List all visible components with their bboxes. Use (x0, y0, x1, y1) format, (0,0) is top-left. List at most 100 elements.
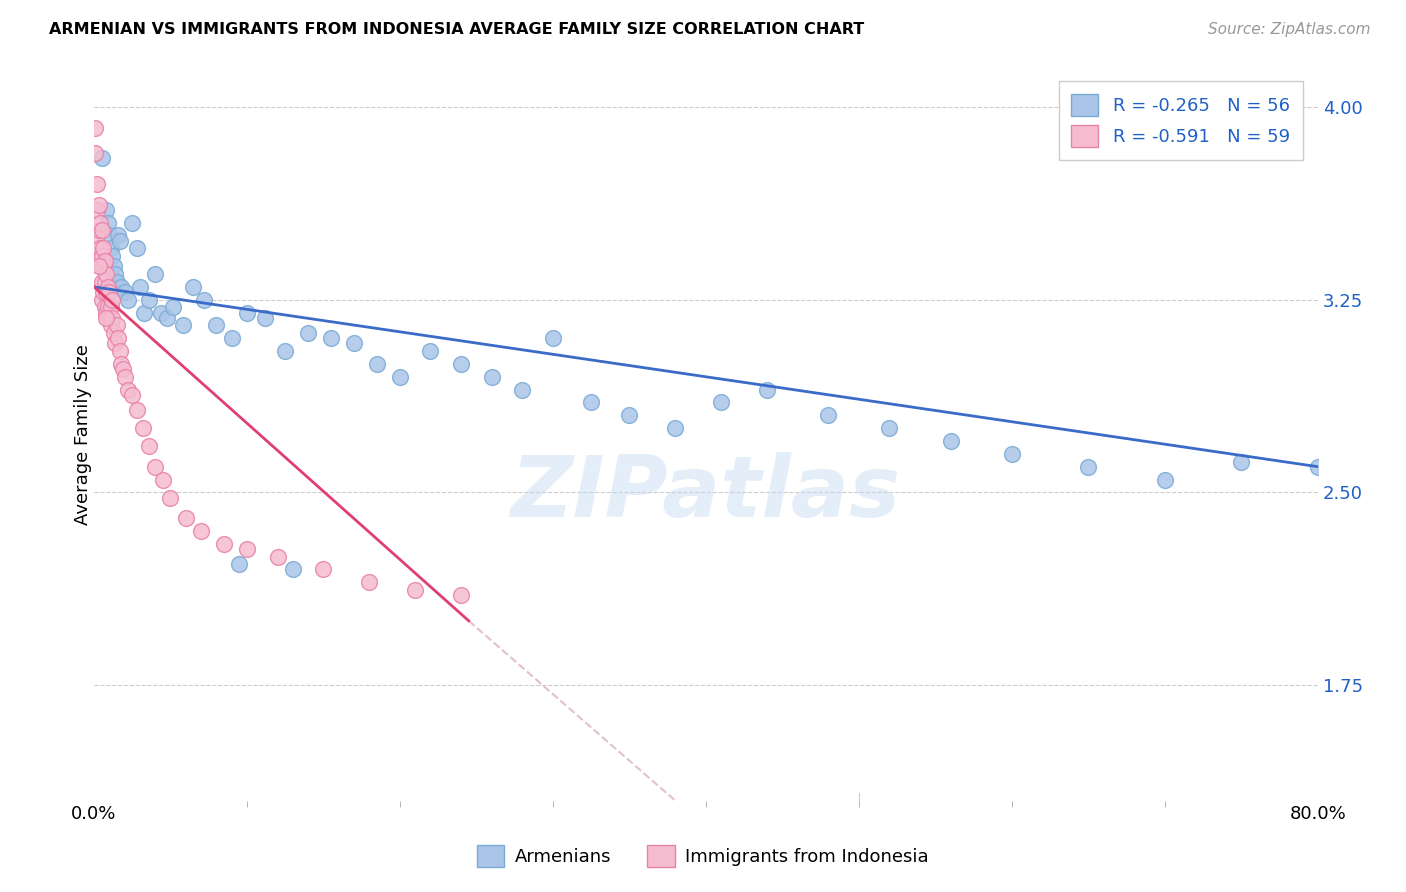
Point (579, 395, 602, 409)
Y-axis label: Average Family Size: Average Family Size (75, 344, 91, 525)
Point (101, 293, 124, 307)
Point (756, 383, 779, 397)
Point (710, 395, 733, 409)
Point (404, 582, 426, 597)
Point (450, 588, 472, 602)
Point (103, 260, 125, 274)
Point (510, 383, 533, 397)
Point (84, 146, 107, 161)
Point (104, 336, 127, 351)
Point (297, 326, 319, 340)
Point (281, 562, 304, 576)
Point (159, 491, 181, 505)
Point (91, 241, 114, 255)
Point (97, 301, 120, 315)
Point (100, 301, 122, 315)
Point (221, 331, 243, 345)
Point (111, 362, 134, 376)
Point (90, 249, 112, 263)
Point (86, 202, 108, 217)
Point (98, 310, 121, 325)
Point (541, 331, 564, 345)
Point (125, 241, 148, 255)
Point (1077, 459, 1099, 474)
Point (90, 275, 112, 289)
Point (134, 305, 156, 319)
Point (104, 267, 127, 281)
Point (96, 310, 118, 325)
Point (172, 318, 194, 333)
Point (619, 409, 641, 423)
Point (87, 223, 110, 237)
Point (90, 293, 112, 307)
Point (117, 293, 139, 307)
Point (128, 280, 150, 294)
Point (108, 234, 131, 248)
Point (110, 280, 132, 294)
Point (343, 336, 366, 351)
Point (481, 369, 503, 384)
Point (319, 331, 342, 345)
Point (89, 241, 111, 255)
Point (91, 260, 114, 274)
Point (105, 318, 128, 333)
Point (89, 260, 111, 274)
Point (1153, 473, 1175, 487)
Point (96, 285, 118, 299)
Text: ARMENIAN VS IMMIGRANTS FROM INDONESIA AVERAGE FAMILY SIZE CORRELATION CHART: ARMENIAN VS IMMIGRANTS FROM INDONESIA AV… (49, 22, 865, 37)
Point (93, 301, 115, 315)
Point (143, 459, 166, 474)
Point (388, 369, 411, 384)
Point (96, 305, 118, 319)
Point (90, 223, 112, 237)
Point (93, 275, 115, 289)
Point (190, 524, 212, 538)
Point (110, 357, 132, 371)
Point (205, 318, 228, 333)
Point (254, 310, 277, 325)
Point (879, 421, 901, 435)
Point (100, 241, 122, 255)
Point (121, 216, 143, 230)
Point (312, 562, 335, 576)
Point (117, 383, 139, 397)
Point (664, 421, 686, 435)
Point (87, 197, 110, 211)
Point (114, 285, 136, 299)
Point (939, 434, 962, 448)
Point (143, 267, 166, 281)
Point (101, 249, 124, 263)
Legend: Armenians, Immigrants from Indonesia: Armenians, Immigrants from Indonesia (470, 838, 936, 874)
Point (121, 388, 143, 402)
Point (152, 473, 174, 487)
Point (96, 202, 118, 217)
Point (1306, 459, 1329, 474)
Point (107, 331, 129, 345)
Point (103, 326, 125, 340)
Point (183, 280, 205, 294)
Point (108, 344, 131, 359)
Point (1230, 454, 1253, 468)
Point (105, 275, 128, 289)
Point (228, 558, 250, 572)
Point (87, 249, 110, 263)
Point (89, 216, 111, 230)
Point (98, 285, 121, 299)
Point (96, 267, 118, 281)
Point (86, 228, 108, 243)
Point (132, 421, 155, 435)
Point (91, 285, 114, 299)
Point (86, 177, 108, 191)
Point (101, 310, 124, 325)
Point (274, 344, 297, 359)
Point (98, 228, 121, 243)
Point (138, 439, 160, 453)
Point (162, 301, 184, 315)
Point (817, 409, 839, 423)
Point (125, 403, 148, 417)
Point (366, 357, 388, 371)
Point (93, 254, 115, 268)
Point (87, 260, 110, 274)
Point (266, 549, 288, 564)
Point (138, 293, 160, 307)
